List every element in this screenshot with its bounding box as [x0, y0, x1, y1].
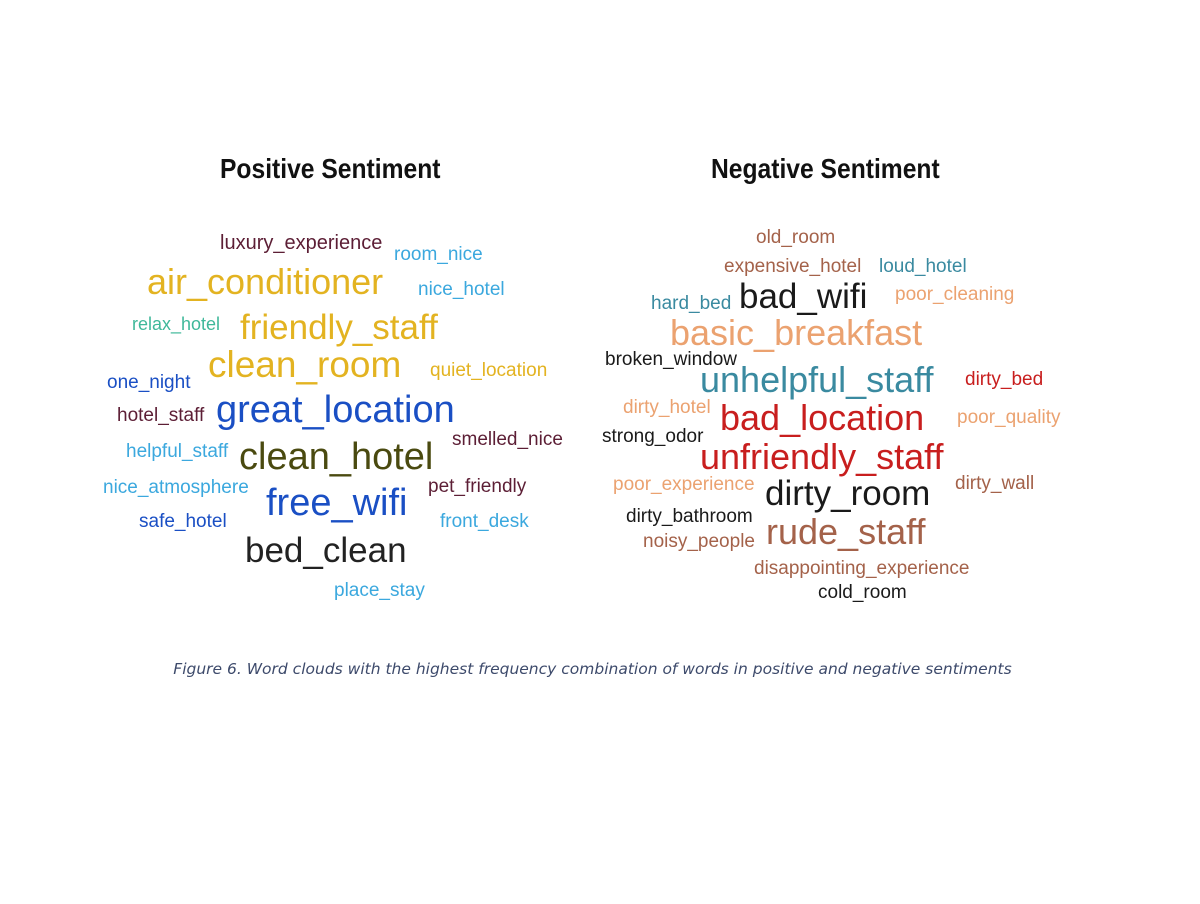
word-poor-experience: poor_experience [613, 474, 755, 495]
word-clean-room: clean_room [208, 344, 402, 385]
word-unhelpful-staff: unhelpful_staff [700, 359, 934, 400]
word-hard-bed: hard_bed [651, 293, 732, 314]
word-cold-room: cold_room [818, 582, 907, 603]
figure-caption: Figure 6. Word clouds with the highest f… [173, 660, 1012, 678]
word-dirty-bed: dirty_bed [965, 369, 1044, 390]
positive-cloud-title: Positive Sentiment [220, 153, 441, 184]
word-clean-hotel: clean_hotel [239, 436, 434, 478]
word-old-room: old_room [756, 227, 836, 248]
word-noisy-people: noisy_people [643, 531, 755, 552]
word-front-desk: front_desk [440, 511, 529, 532]
negative-cloud-title: Negative Sentiment [711, 153, 940, 184]
word-hotel-staff: hotel_staff [117, 405, 205, 426]
word-expensive-hotel: expensive_hotel [724, 256, 862, 277]
word-friendly-staff: friendly_staff [240, 308, 438, 347]
word-safe-hotel: safe_hotel [139, 511, 227, 532]
word-dirty-bathroom: dirty_bathroom [626, 506, 753, 527]
word-dirty-room: dirty_room [765, 474, 931, 513]
word-dirty-hotel: dirty_hotel [623, 397, 711, 418]
word-one-night: one_night [107, 372, 191, 393]
word-strong-odor: strong_odor [602, 426, 704, 447]
word-dirty-wall: dirty_wall [955, 473, 1035, 494]
word-place-stay: place_stay [334, 580, 425, 601]
word-room-nice: room_nice [394, 244, 483, 265]
word-loud-hotel: loud_hotel [879, 256, 967, 277]
word-broken-window: broken_window [605, 349, 738, 370]
word-air-conditioner: air_conditioner [147, 261, 384, 302]
word-unfriendly-staff: unfriendly_staff [700, 436, 944, 477]
word-rude-staff: rude_staff [766, 511, 926, 552]
word-bed-clean: bed_clean [245, 531, 407, 570]
word-free-wifi: free_wifi [266, 482, 408, 524]
word-bad-location: bad_location [720, 397, 925, 438]
word-helpful-staff: helpful_staff [126, 441, 229, 462]
word-pet-friendly: pet_friendly [428, 476, 527, 497]
word-poor-cleaning: poor_cleaning [895, 284, 1015, 305]
word-relax-hotel: relax_hotel [132, 314, 221, 334]
word-disappointing-experience: disappointing_experience [754, 558, 970, 579]
word-nice-atmosphere: nice_atmosphere [103, 477, 249, 498]
word-great-location: great_location [216, 389, 455, 431]
word-basic-breakfast: basic_breakfast [670, 312, 923, 353]
word-smelled-nice: smelled_nice [452, 429, 563, 450]
word-nice-hotel: nice_hotel [418, 279, 505, 300]
word-poor-quality: poor_quality [957, 407, 1061, 428]
word-bad-wifi: bad_wifi [739, 277, 868, 316]
word-luxury-experience: luxury_experience [220, 232, 383, 254]
word-quiet-location: quiet_location [430, 360, 548, 381]
